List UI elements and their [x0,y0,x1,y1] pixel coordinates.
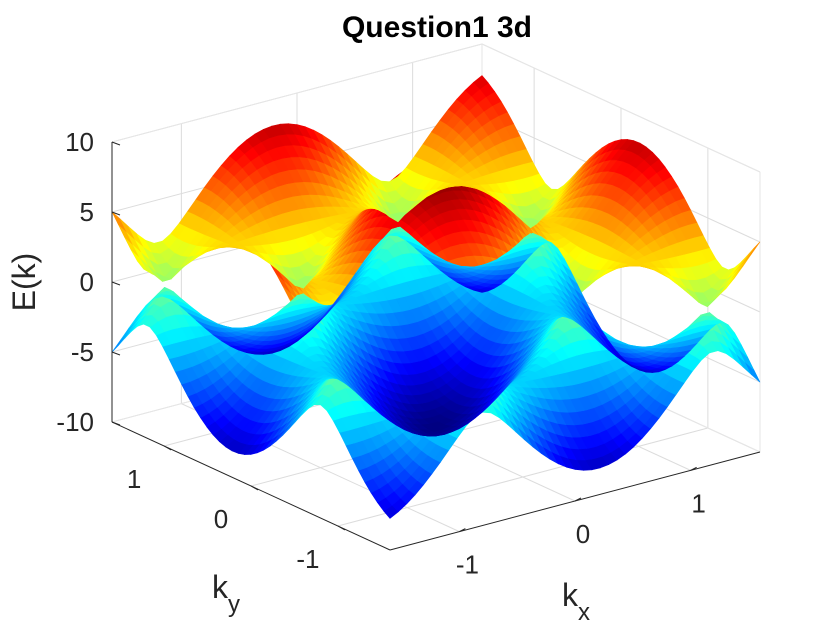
x-tick-label: -1 [456,550,479,580]
z-tick-mark [111,351,121,356]
surface-patch [473,289,489,293]
y-tick-label: -1 [296,544,319,574]
y-axis-ticks: -1 0 1 [127,445,346,574]
z-tick-mark [111,281,121,286]
z-tick-label: 0 [80,267,94,297]
x-axis-label-main: k [562,577,579,613]
chart-title: Question1 3d [342,11,532,44]
x-axis-label: kx [562,577,590,626]
x-axis-label-sub: x [578,599,590,626]
z-tick-mark [111,421,121,426]
x-tick-mark [459,528,466,533]
z-axis-ticks: -10 -5 0 5 10 [56,127,121,437]
pane-edge [481,43,761,173]
x-tick-mark [690,466,697,471]
y-axis-label-main: k [212,569,229,605]
x-tick-label: 1 [691,488,705,518]
y-axis-label: ky [212,569,240,618]
z-axis-label: E(k) [6,253,42,312]
surface-bands [111,75,761,519]
pane-edge [111,43,483,143]
y-tick-label: 1 [127,464,141,494]
z-tick-label: 5 [80,197,94,227]
x-axis-ticks: -1 0 1 [456,466,706,580]
z-tick-label: 10 [65,127,94,157]
y-tick-label: 0 [214,504,228,534]
x-tick-label: 0 [576,519,590,549]
y-tick-mark [250,485,259,491]
x-tick-mark [574,497,582,502]
z-tick-label: -10 [56,407,94,437]
z-tick-mark [111,141,121,146]
z-tick-label: -5 [71,337,94,367]
z-tick-mark [111,211,121,216]
y-tick-mark [163,445,172,451]
surface-patch [473,75,489,90]
y-axis-label-sub: y [228,591,240,618]
y-tick-mark [337,525,346,531]
